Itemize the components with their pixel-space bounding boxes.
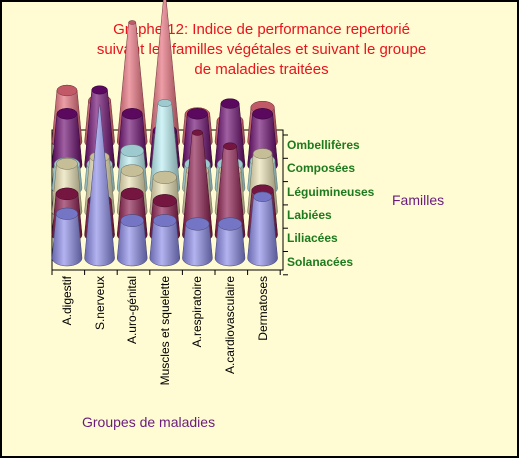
category-label: A.respiratoire <box>190 276 205 348</box>
chart-title-line-1: Graphe 12: Indice de performance reperto… <box>113 21 410 38</box>
category-label: A.uro-génital <box>125 276 140 345</box>
cone-Solanacées-A.respiratoire <box>182 217 213 267</box>
families-axis-title: Familles <box>392 192 445 208</box>
family-label: Liliacées <box>287 231 338 246</box>
category-label: A.cardiovasculaire <box>223 276 237 375</box>
cone-Solanacées-S.nerveux <box>84 104 115 267</box>
cone-Solanacées-Dermatoses <box>247 191 278 267</box>
cone-Léguimineuses-Muscles et squelette <box>149 99 181 197</box>
cone-Solanacées-A.uro-génital <box>116 214 148 267</box>
cone-Solanacées-Muscles et squelette <box>149 214 181 267</box>
family-label: Composées <box>287 161 356 176</box>
category-label: A.digestif <box>60 276 74 326</box>
family-label: Léguimineuses <box>287 184 375 199</box>
groups-axis-title: Groupes de maladies <box>82 414 216 430</box>
family-label: Ombellifères <box>287 138 360 152</box>
cone-Composées-A.digestif <box>51 108 83 174</box>
chart-title-line-2: suivant les familles végétales et suivan… <box>96 41 427 58</box>
category-label: S.nerveux <box>92 276 107 331</box>
family-label: Labiées <box>287 207 332 222</box>
cone-Solanacées-A.digestif <box>51 207 83 267</box>
family-label: Solanacées <box>287 254 354 269</box>
cone-Solanacées-A.cardiovasculaire <box>214 217 246 267</box>
chart-title-line-3: de maladies traitées <box>194 61 329 78</box>
category-label: Dermatoses <box>255 276 270 341</box>
category-label: Muscles et squelette <box>157 276 172 386</box>
